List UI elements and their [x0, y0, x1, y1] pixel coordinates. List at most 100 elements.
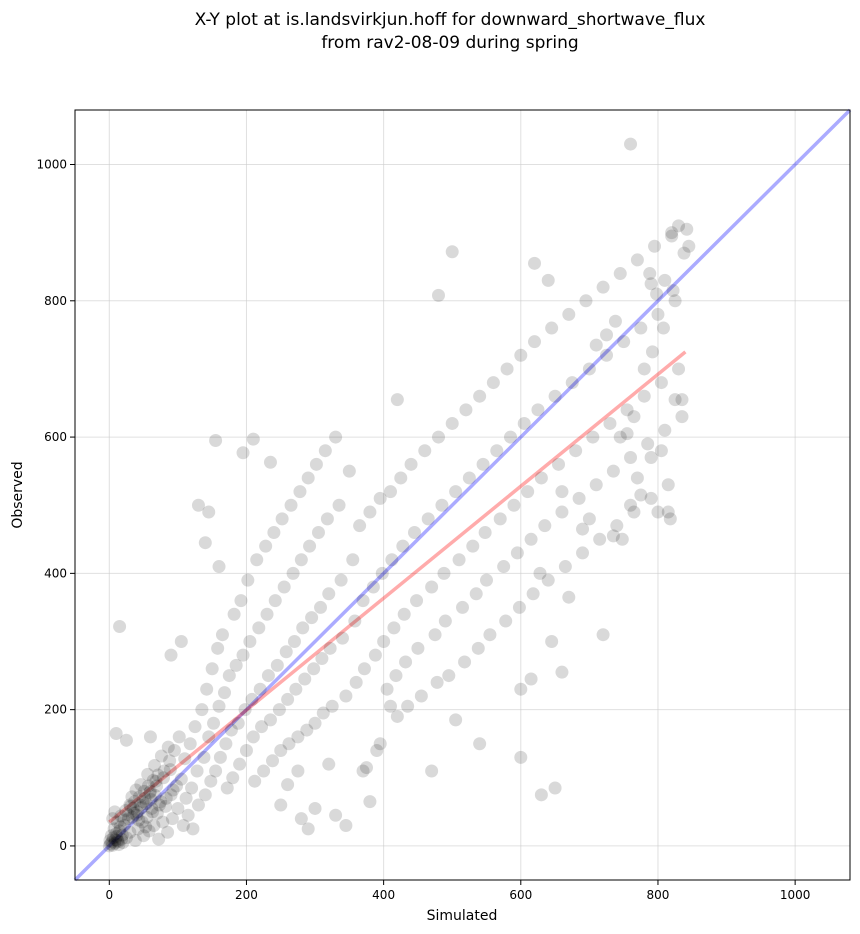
- y-axis-label: Observed: [10, 461, 26, 528]
- data-point: [608, 314, 622, 328]
- data-point: [282, 737, 296, 751]
- data-point: [661, 505, 675, 519]
- data-point: [127, 806, 141, 820]
- data-point: [287, 635, 301, 649]
- data-point: [490, 444, 504, 458]
- data-point: [541, 273, 555, 287]
- data-point: [555, 485, 569, 499]
- data-point: [643, 267, 657, 281]
- data-point: [106, 838, 120, 852]
- data-point: [181, 808, 195, 822]
- data-point: [480, 573, 494, 587]
- data-point: [161, 740, 175, 754]
- data-point: [370, 744, 384, 758]
- data-point: [226, 771, 240, 785]
- data-point: [589, 478, 603, 492]
- data-point: [445, 245, 459, 259]
- data-point: [229, 658, 243, 672]
- data-point: [377, 635, 391, 649]
- data-point: [637, 362, 651, 376]
- data-point: [263, 455, 277, 469]
- data-point: [373, 737, 387, 751]
- data-point: [672, 362, 686, 376]
- data-point: [672, 219, 686, 233]
- data-point: [307, 662, 321, 676]
- data-point: [174, 772, 188, 786]
- y-tick-label-1: 200: [44, 703, 67, 717]
- data-point: [383, 699, 397, 713]
- data-point: [512, 600, 526, 614]
- data-point: [545, 635, 559, 649]
- data-point: [617, 335, 631, 349]
- data-point: [185, 781, 199, 795]
- data-point: [526, 587, 540, 601]
- data-point: [108, 833, 122, 847]
- data-point: [130, 805, 144, 819]
- data-point: [562, 307, 576, 321]
- data-point: [132, 813, 146, 827]
- data-point: [615, 532, 629, 546]
- data-point: [431, 430, 445, 444]
- data-point: [134, 778, 148, 792]
- data-point: [284, 498, 298, 512]
- data-point: [389, 669, 403, 683]
- data-point: [458, 655, 472, 669]
- data-point: [234, 594, 248, 608]
- data-point: [315, 652, 329, 666]
- data-point: [149, 774, 163, 788]
- reference-lines: [73, 108, 852, 882]
- data-point: [514, 348, 528, 362]
- x-axis-ticks: 0 200 400 600 800 1000: [105, 880, 810, 902]
- data-point: [579, 294, 593, 308]
- data-point: [131, 822, 145, 836]
- data-point: [130, 808, 144, 822]
- data-point: [332, 498, 346, 512]
- data-point: [558, 560, 572, 574]
- data-point: [593, 532, 607, 546]
- data-point: [656, 321, 670, 335]
- data-point: [308, 801, 322, 815]
- data-point: [449, 485, 463, 499]
- data-point: [117, 813, 131, 827]
- data-point: [342, 464, 356, 478]
- data-point: [404, 457, 418, 471]
- data-point: [176, 818, 190, 832]
- data-point: [286, 566, 300, 580]
- data-point: [179, 791, 193, 805]
- data-point: [401, 699, 415, 713]
- data-point: [267, 525, 281, 539]
- data-point: [552, 457, 566, 471]
- data-point: [320, 512, 334, 526]
- data-point: [493, 512, 507, 526]
- data-point: [390, 709, 404, 723]
- data-point: [293, 485, 307, 499]
- x-tick-label-1: 200: [235, 888, 258, 902]
- data-point: [665, 229, 679, 243]
- data-point: [363, 795, 377, 809]
- data-point: [407, 525, 421, 539]
- data-point: [613, 430, 627, 444]
- data-point: [624, 137, 638, 151]
- data-point: [195, 703, 209, 717]
- data-point: [145, 801, 159, 815]
- data-point: [218, 686, 232, 700]
- data-point: [281, 692, 295, 706]
- data-point: [132, 790, 146, 804]
- data-point: [534, 471, 548, 485]
- data-point: [259, 539, 273, 553]
- data-point: [111, 815, 125, 829]
- data-point: [236, 648, 250, 662]
- data-point: [316, 706, 330, 720]
- data-point: [236, 446, 250, 460]
- regression-line: [108, 350, 687, 824]
- data-point: [531, 403, 545, 417]
- data-point: [314, 600, 328, 614]
- data-point: [166, 783, 180, 797]
- data-point: [499, 614, 513, 628]
- data-point: [125, 790, 139, 804]
- data-point: [437, 566, 451, 580]
- data-point: [418, 444, 432, 458]
- data-point: [163, 763, 177, 777]
- data-point: [143, 786, 157, 800]
- data-point: [346, 553, 360, 567]
